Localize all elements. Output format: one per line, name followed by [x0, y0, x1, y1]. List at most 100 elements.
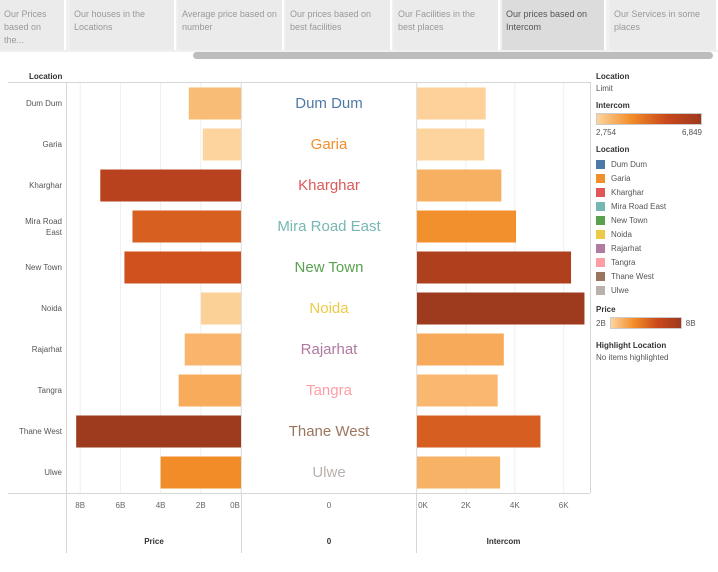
legend-item-ulwe[interactable]: Ulwe — [596, 283, 716, 297]
legend-swatch — [596, 285, 605, 295]
center-label-dum-dum[interactable]: Dum Dum — [295, 94, 363, 112]
legend-item-noida[interactable]: Noida — [596, 227, 716, 241]
intercom-min: 2,754 — [596, 128, 617, 137]
center-label-new-town[interactable]: New Town — [294, 258, 364, 276]
row-label-kharghar: Kharghar — [29, 181, 62, 190]
tab-facilities-best-places[interactable]: Our Facilities in the best places — [394, 0, 500, 50]
highlight-legend[interactable]: Highlight Location No items highlighted — [596, 341, 716, 362]
tab-prices-intercom[interactable]: Our prices based on Intercom — [502, 0, 606, 50]
tab-label: Average price based on number — [182, 9, 277, 32]
legend-item-garia[interactable]: Garia — [596, 171, 716, 185]
legend-item-kharghar[interactable]: Kharghar — [596, 185, 716, 199]
row-label-thane-west: Thane West — [19, 427, 62, 436]
header-divider — [8, 82, 590, 83]
price-tick-label: 6B — [116, 501, 126, 510]
legend-panel: Location Limit Intercom 2,754 6,849 Loca… — [596, 72, 716, 362]
legend-label: Tangra — [611, 257, 636, 267]
price-bar-new-town[interactable] — [124, 251, 241, 284]
price-tick-label: 8B — [75, 501, 85, 510]
tab-label: Our Services in some places — [614, 9, 701, 32]
location-color-legend: Location Dum Dum Garia Kharghar Mira Road E… — [596, 145, 716, 297]
legend-swatch — [596, 229, 605, 239]
center-label-mira-road-east[interactable]: Mira Road East — [277, 217, 381, 235]
tab-label: Our prices based on best facilities — [290, 9, 372, 32]
legend-item-thane-west[interactable]: Thane West — [596, 269, 716, 283]
center-label-rajarhat[interactable]: Rajarhat — [300, 340, 358, 358]
intercom-bar-kharghar[interactable] — [417, 169, 502, 202]
legend-label: Kharghar — [611, 187, 644, 197]
center-label-tangra[interactable]: Tangra — [306, 381, 352, 399]
intercom-bar-new-town[interactable] — [417, 251, 572, 284]
center-label-thane-west[interactable]: Thane West — [288, 422, 370, 440]
intercom-bar-tangra[interactable] — [417, 374, 498, 407]
intercom-bar-rajarhat[interactable] — [417, 333, 504, 366]
tab-scrollbar[interactable] — [193, 52, 713, 59]
legend-swatch — [596, 271, 605, 281]
price-legend: Price 2B 8B — [596, 305, 716, 329]
location-filter[interactable]: Location Limit — [596, 72, 716, 93]
legend-label: Thane West — [611, 271, 654, 281]
intercom-tick-label: 4K — [510, 501, 520, 510]
price-bar-tangra[interactable] — [178, 374, 241, 407]
price-axis-title: Price — [144, 537, 164, 546]
price-tick-label: 2B — [196, 501, 206, 510]
row-label-garia: Garia — [42, 140, 62, 149]
intercom-bar-garia[interactable] — [417, 128, 485, 161]
intercom-panel-border — [590, 82, 591, 493]
center-label-kharghar[interactable]: Kharghar — [298, 176, 360, 194]
middle-tick-label: 0 — [327, 501, 332, 510]
price-tick-label: 4B — [156, 501, 166, 510]
intercom-bar-ulwe[interactable] — [417, 456, 501, 489]
intercom-legend: Intercom 2,754 6,849 — [596, 101, 716, 137]
legend-item-mira-road-east[interactable]: Mira Road East — [596, 199, 716, 213]
legend-label: Rajarhat — [611, 243, 642, 253]
tab-prices-based-on[interactable]: Our Prices based on the... — [0, 0, 66, 50]
row-label-mira-road-east: Mira Road East — [25, 216, 62, 237]
location-legend-title: Location — [596, 145, 630, 154]
intercom-bar-mira-road-east[interactable] — [417, 210, 517, 243]
price-legend-title: Price — [596, 305, 616, 314]
intercom-axis-title: Intercom — [486, 537, 521, 546]
price-bar-rajarhat[interactable] — [184, 333, 241, 366]
intercom-bar-thane-west[interactable] — [417, 415, 541, 448]
legend-item-rajarhat[interactable]: Rajarhat — [596, 241, 716, 255]
tab-houses-in-locations[interactable]: Our houses in the Locations — [70, 0, 176, 50]
price-bar-dum-dum[interactable] — [188, 87, 241, 120]
tab-average-price[interactable]: Average price based on number — [178, 0, 284, 50]
legend-label: Ulwe — [611, 285, 629, 295]
price-bar-garia[interactable] — [202, 128, 241, 161]
center-label-noida[interactable]: Noida — [309, 299, 349, 317]
highlight-title: Highlight Location — [596, 341, 667, 350]
tab-prices-best-facilities[interactable]: Our prices based on best facilities — [286, 0, 392, 50]
intercom-tick-label: 6K — [559, 501, 569, 510]
tab-label: Our houses in the Locations — [74, 9, 146, 32]
row-label-ulwe: Ulwe — [44, 468, 62, 477]
location-filter-title: Location — [596, 72, 630, 81]
legend-item-tangra[interactable]: Tangra — [596, 255, 716, 269]
center-label-garia[interactable]: Garia — [310, 135, 348, 153]
price-bar-mira-road-east[interactable] — [132, 210, 241, 243]
legend-swatch — [596, 243, 605, 253]
row-label-dum-dum: Dum Dum — [25, 99, 62, 108]
tab-bar: Our Prices based on the... Our houses in… — [0, 0, 718, 52]
price-bar-kharghar[interactable] — [100, 169, 241, 202]
intercom-gradient — [596, 113, 702, 125]
legend-swatch — [596, 201, 605, 211]
legend-item-dum-dum[interactable]: Dum Dum — [596, 157, 716, 171]
row-label-tangra: Tangra — [37, 386, 62, 395]
price-bar-thane-west[interactable] — [76, 415, 242, 448]
legend-item-new-town[interactable]: New Town — [596, 213, 716, 227]
intercom-bar-noida[interactable] — [417, 292, 585, 325]
legend-label: Noida — [611, 229, 632, 239]
price-tick-label: 0B — [230, 501, 240, 510]
legend-swatch — [596, 173, 605, 183]
price-bar-ulwe[interactable] — [160, 456, 241, 489]
tab-services-places[interactable]: Our Services in some places — [610, 0, 718, 50]
center-label-ulwe[interactable]: Ulwe — [312, 463, 346, 481]
legend-label: Garia — [611, 173, 631, 183]
intercom-tick-label: 2K — [461, 501, 471, 510]
intercom-bar-dum-dum[interactable] — [417, 87, 486, 120]
legend-label: New Town — [611, 215, 648, 225]
tab-label: Our Prices based on the... — [4, 9, 47, 45]
price-bar-noida[interactable] — [200, 292, 241, 325]
